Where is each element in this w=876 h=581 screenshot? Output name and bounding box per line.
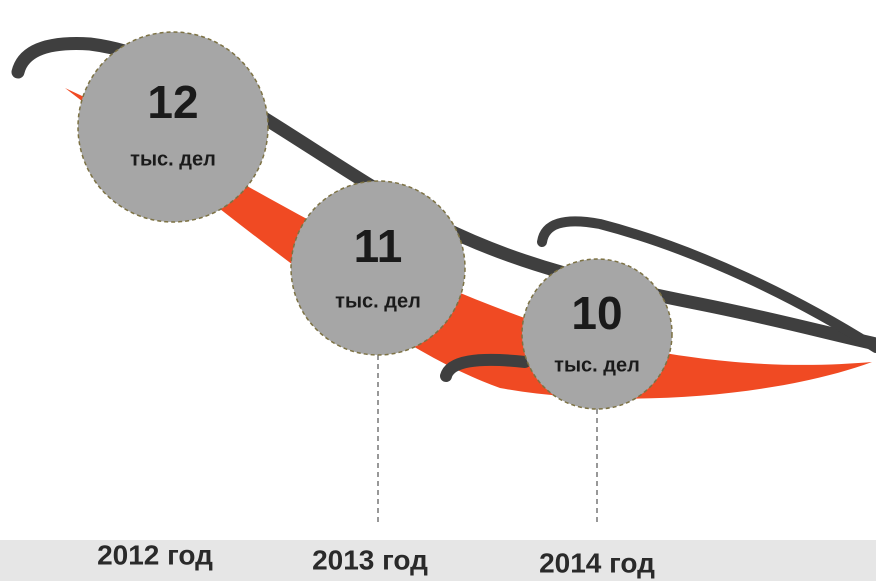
year-label: 2013 год — [312, 544, 428, 575]
year-label: 2012 год — [97, 539, 213, 570]
unit: тыс. дел — [554, 354, 640, 376]
unit: тыс. дел — [335, 290, 421, 312]
infographic: 12 тыс. дел 11 тыс. дел 10 тыс. дел 2012… — [0, 0, 876, 581]
number: 12 — [147, 76, 198, 128]
year-label: 2014 год — [539, 547, 655, 578]
number: 10 — [571, 287, 622, 339]
unit: тыс. дел — [130, 148, 216, 170]
number: 11 — [354, 220, 403, 272]
